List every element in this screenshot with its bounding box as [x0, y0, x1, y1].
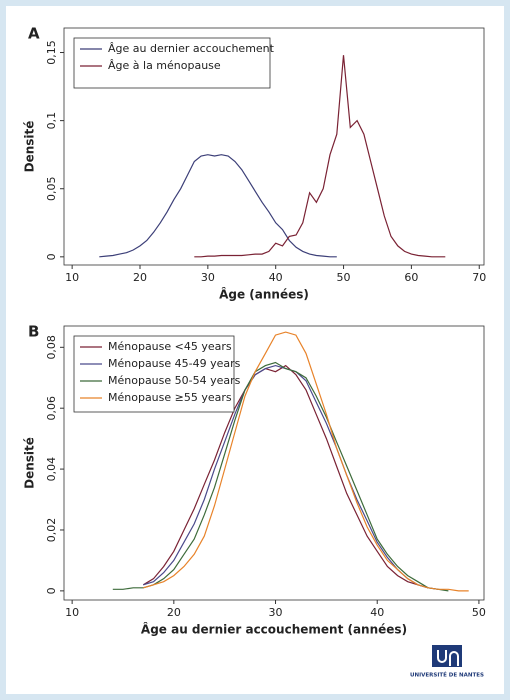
x-axis-label: Âge au dernier accouchement (années)	[141, 622, 407, 637]
legend-label: Ménopause ≥55 years	[108, 391, 232, 404]
y-tick-label: 0,05	[45, 176, 58, 201]
panel-label: B	[28, 323, 39, 341]
legend-label: Âge au dernier accouchement	[108, 42, 275, 55]
y-tick-label: 0,1	[45, 112, 58, 130]
x-tick-label: 20	[167, 606, 181, 619]
y-axis-label: Densité	[23, 437, 37, 489]
density-line	[112, 361, 449, 592]
legend-label: Ménopause 45-49 years	[108, 357, 241, 370]
legend-label: Ménopause <45 years	[108, 340, 232, 353]
x-axis-label: Âge (années)	[219, 287, 309, 302]
x-tick-label: 50	[337, 271, 351, 284]
y-tick-label: 0,04	[45, 457, 58, 482]
x-tick-label: 40	[269, 271, 283, 284]
legend-box	[73, 335, 235, 413]
y-tick-label: 0,08	[45, 335, 58, 360]
legend-box	[73, 37, 271, 89]
logo-glyph	[437, 650, 459, 666]
x-tick-label: 30	[201, 271, 215, 284]
y-axis-label: Densité	[23, 121, 37, 173]
y-tick-label: 0,02	[45, 518, 58, 543]
legend: Âge au dernier accouchement Âge à la méno…	[73, 37, 275, 89]
y-tick-label: 0	[45, 253, 58, 260]
y-tick-label: 0	[45, 587, 58, 594]
legend-label: Âge à la ménopause	[108, 59, 221, 72]
panel-label: A	[28, 25, 40, 43]
density-line	[99, 154, 337, 258]
logo: UNIVERSITÉ DE NANTES	[410, 645, 484, 679]
density-line	[143, 331, 469, 592]
legend: Ménopause <45 years Ménopause 45-49 years…	[73, 335, 241, 413]
x-tick-label: 10	[65, 271, 79, 284]
x-tick-label: 40	[370, 606, 384, 619]
x-tick-label: 60	[404, 271, 418, 284]
legend-label: Ménopause 50-54 years	[108, 374, 241, 387]
density-line	[142, 364, 429, 589]
y-tick-label: 0,06	[45, 396, 58, 421]
y-tick-label: 0,15	[45, 40, 58, 65]
x-tick-label: 50	[472, 606, 486, 619]
x-tick-label: 10	[65, 606, 79, 619]
x-tick-label: 30	[269, 606, 283, 619]
x-tick-label: 70	[472, 271, 486, 284]
plot-frame	[63, 325, 485, 601]
plot-frame	[63, 27, 485, 266]
logo-text: UNIVERSITÉ DE NANTES	[410, 671, 484, 679]
density-line	[194, 55, 446, 258]
x-tick-label: 20	[133, 271, 147, 284]
